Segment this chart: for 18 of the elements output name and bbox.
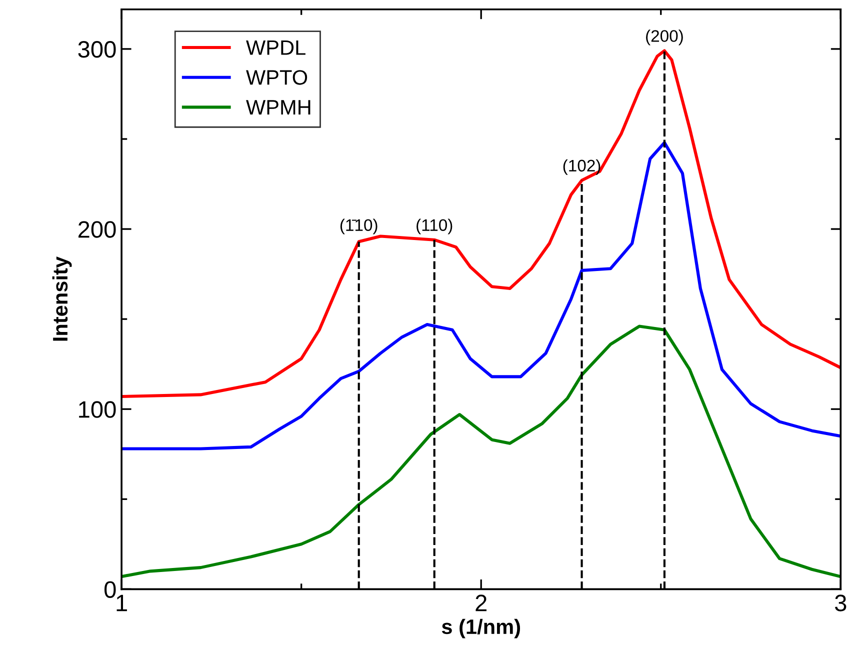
y-tick-label: 100: [79, 401, 116, 418]
x-tick-label: 3: [834, 594, 846, 612]
legend-label: WPDL: [246, 40, 306, 55]
legend-label: WPTO: [246, 70, 308, 85]
line-series: [122, 324, 841, 578]
annotation: (110): [416, 218, 452, 234]
x-tick-label: 2: [476, 594, 486, 612]
annotation: (102): [563, 159, 600, 175]
line-series: [122, 141, 841, 450]
annotation: (1̄10): [340, 218, 378, 234]
x-tick-label: 1: [116, 594, 127, 612]
y-axis-title: Intensity: [52, 256, 72, 341]
x-axis-title: s (1/nm): [442, 618, 520, 638]
y-tick-label: 200: [78, 221, 116, 238]
legend-label: WPMH: [246, 100, 310, 114]
y-tick-label: 300: [78, 41, 116, 58]
annotation: (200): [646, 30, 683, 46]
y-tick-label: 0: [104, 581, 116, 598]
